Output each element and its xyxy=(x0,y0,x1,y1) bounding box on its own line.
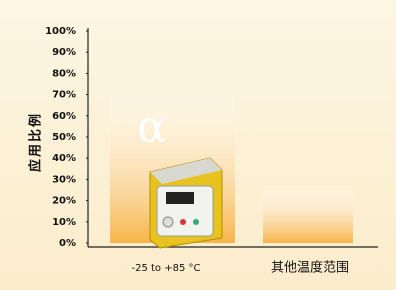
y-tick-label: 20% xyxy=(52,196,76,207)
y-tick-label: 80% xyxy=(52,68,76,79)
y-tick-label: 90% xyxy=(52,47,76,58)
y-tick-label: 100% xyxy=(45,26,76,37)
bar xyxy=(263,190,353,243)
x-tick-label: -25 to +85 °C xyxy=(132,263,201,274)
y-axis-label: 应用比例 xyxy=(28,112,44,172)
y-tick-label: 70% xyxy=(52,90,76,101)
y-tick-label: 50% xyxy=(52,132,76,143)
y-tick-label: 60% xyxy=(52,111,76,122)
y-tick-label: 30% xyxy=(52,174,76,185)
y-tick-label: 0% xyxy=(59,238,76,249)
x-tick-label: 其他温度范围 xyxy=(271,260,349,276)
chart: 应用比例 0% 10% 20% 30% 40% 50% 60% 70% 80% 90% 100% α… xyxy=(0,0,396,290)
device-image xyxy=(150,158,222,248)
y-tick-label: 10% xyxy=(52,217,76,228)
y-tick-label: 40% xyxy=(52,153,76,164)
annotation: α xyxy=(137,102,167,153)
